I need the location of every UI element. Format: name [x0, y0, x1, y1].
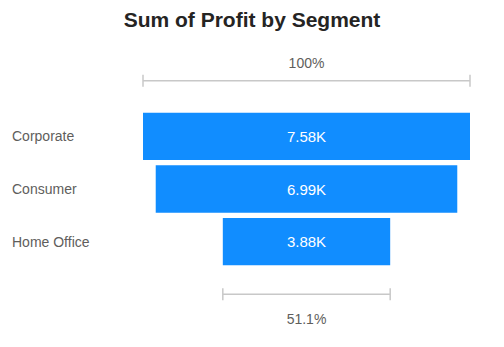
svg-text:Home Office: Home Office [12, 234, 90, 250]
svg-text:Sum of Profit by Segment: Sum of Profit by Segment [124, 8, 381, 31]
svg-text:Consumer: Consumer [12, 181, 77, 197]
svg-text:6.99K: 6.99K [287, 181, 326, 198]
svg-text:51.1%: 51.1% [287, 311, 327, 327]
svg-text:100%: 100% [289, 55, 325, 71]
svg-text:Corporate: Corporate [12, 128, 74, 144]
svg-text:3.88K: 3.88K [287, 233, 326, 250]
svg-text:7.58K: 7.58K [287, 128, 326, 145]
